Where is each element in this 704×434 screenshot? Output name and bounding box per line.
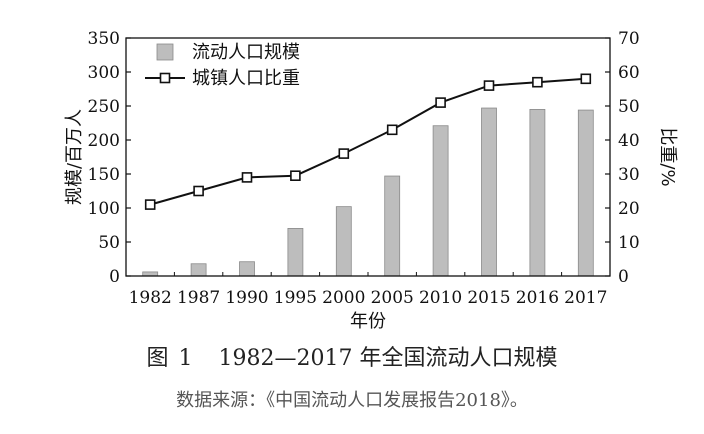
x-tick-label: 2015 <box>467 288 510 308</box>
y2-tick-label: 30 <box>618 165 640 185</box>
bar <box>577 109 594 277</box>
line-point <box>144 199 156 210</box>
x-tick-label: 2017 <box>564 288 607 308</box>
y-tick-label: 100 <box>88 199 120 219</box>
x-tick-label: 2000 <box>322 288 365 308</box>
line-point <box>290 170 301 181</box>
y-tick-label: 50 <box>98 233 120 253</box>
y-tick-label: 300 <box>88 63 120 83</box>
x-tick-label: 2010 <box>419 288 462 308</box>
line-point <box>193 185 204 197</box>
line-series <box>144 73 592 210</box>
x-tick-label: 1995 <box>274 288 317 308</box>
figure-caption: 图 1 1982—2017 年全国流动人口规模 <box>0 340 704 372</box>
y-tick-label: 250 <box>88 97 120 117</box>
x-tick-label: 1982 <box>129 288 172 308</box>
legend-line-marker <box>159 72 171 84</box>
bar <box>529 109 546 277</box>
x-axis-title: 年份 <box>350 311 386 332</box>
y2-tick-label: 10 <box>618 233 640 253</box>
y2-tick-label: 70 <box>618 29 640 49</box>
bar <box>335 206 352 277</box>
legend-bar-swatch <box>156 43 174 61</box>
y2-axis-title: 比重/% <box>657 127 678 186</box>
line-point <box>386 124 398 136</box>
line-point <box>435 97 446 108</box>
line-point <box>338 148 350 159</box>
figure-number: 1 <box>178 346 193 371</box>
y-tick-label: 200 <box>88 131 120 151</box>
line-point <box>483 80 495 91</box>
y2-tick-label: 40 <box>618 131 640 151</box>
bar <box>432 125 449 277</box>
axes: 0 50 100 150 200 250 300 350 0 10 20 30 40 50 60 70 1982… <box>64 29 678 332</box>
x-tick-label: 1987 <box>177 288 220 308</box>
chart: 0 50 100 150 200 250 300 350 0 10 20 30 40 50 60 70 1982… <box>64 29 678 332</box>
line-point <box>241 172 253 183</box>
bar <box>384 175 401 277</box>
bar <box>287 227 304 277</box>
legend-bar-label: 流动人口规模 <box>192 42 300 63</box>
y-tick-label: 0 <box>109 267 120 287</box>
bar <box>190 263 207 277</box>
bar <box>481 107 497 277</box>
line-path <box>149 77 586 206</box>
y2-tick-label: 0 <box>618 267 629 287</box>
legend-line-label: 城镇人口比重 <box>192 68 300 89</box>
y2-tick-label: 60 <box>618 63 640 83</box>
bar-series <box>142 107 594 277</box>
y2-tick-label: 20 <box>618 199 640 219</box>
y-tick-label: 150 <box>88 165 120 185</box>
figure-title: 1982—2017 年全国流动人口规模 <box>218 346 558 371</box>
data-source: 数据来源：《中国流动人口发展报告2018》。 <box>176 390 528 411</box>
y-axis-title: 规模/百万人 <box>64 109 85 205</box>
x-tick-label: 2005 <box>371 288 414 308</box>
line-point <box>580 73 592 85</box>
y2-tick-label: 50 <box>618 97 640 117</box>
figure-label: 图 <box>146 346 169 371</box>
x-tick-label: 2016 <box>516 288 559 308</box>
y-tick-label: 350 <box>88 29 120 49</box>
x-tick-label: 1990 <box>225 288 268 308</box>
bar <box>239 261 255 277</box>
line-point <box>532 76 543 88</box>
